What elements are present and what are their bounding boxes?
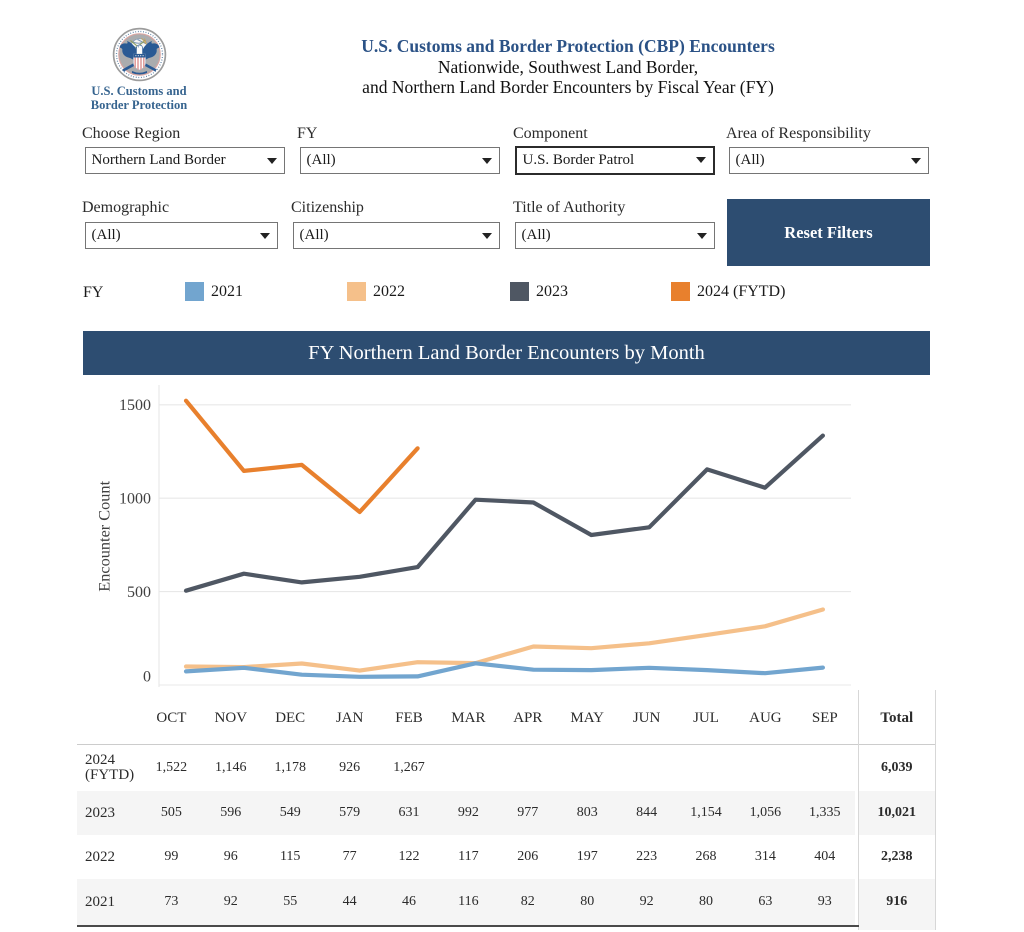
svg-text:500: 500 — [127, 584, 151, 601]
svg-text:Encounter Count: Encounter Count — [95, 480, 114, 591]
svg-text:0: 0 — [143, 669, 151, 686]
svg-text:1500: 1500 — [119, 397, 151, 414]
svg-text:1000: 1000 — [119, 491, 151, 508]
